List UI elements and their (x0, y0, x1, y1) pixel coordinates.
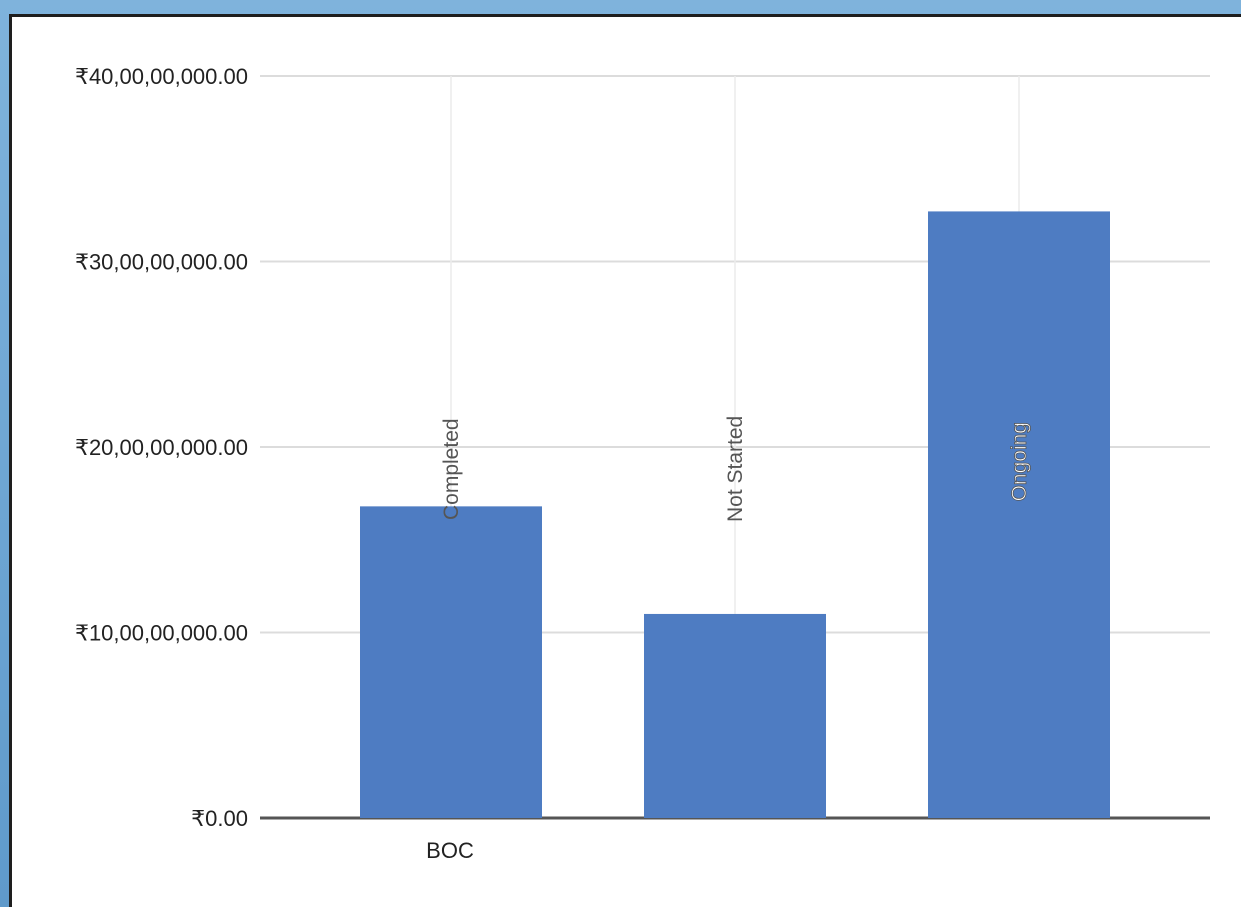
data-labels: Completed Not Started Ongoing (440, 416, 1031, 522)
y-tick-label: ₹30,00,00,000.00 (75, 250, 248, 275)
y-tick-label: ₹40,00,00,000.00 (75, 64, 248, 89)
bar-not-started (644, 613, 826, 818)
x-axis-ticks: BOC (426, 838, 474, 863)
bar-completed (360, 506, 542, 818)
y-tick-label: ₹0.00 (191, 806, 248, 831)
data-label-not-started: Not Started (724, 416, 747, 522)
data-label-completed: Completed (440, 418, 463, 520)
bars (360, 211, 1110, 819)
y-tick-label: ₹20,00,00,000.00 (75, 435, 248, 460)
bar-ongoing (928, 211, 1110, 819)
y-axis-ticks: ₹0.00 ₹10,00,00,000.00 ₹20,00,00,000.00 ₹30… (75, 64, 248, 831)
data-label-ongoing: Ongoing (1008, 422, 1031, 501)
y-tick-label: ₹10,00,00,000.00 (75, 621, 248, 646)
x-tick-label: BOC (426, 838, 474, 863)
